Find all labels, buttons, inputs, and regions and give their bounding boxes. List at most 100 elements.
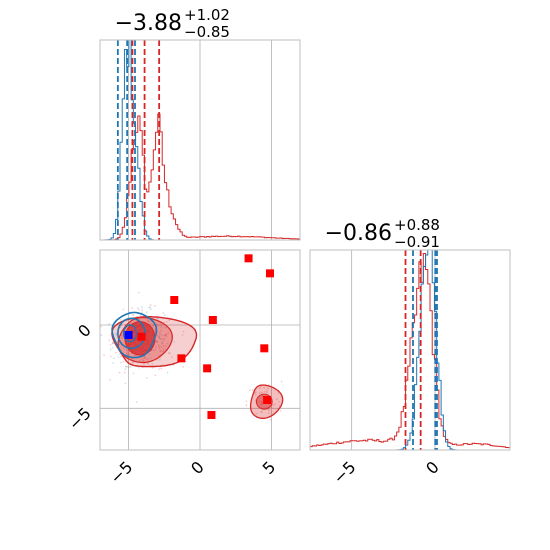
sample-dot-blue [164,326,167,329]
histogram-red-param-2 [310,253,510,450]
sample-dot-red [152,324,155,327]
sample-dot-red [169,352,171,355]
sample-dot-red [162,344,165,347]
sample-dot-red [132,314,135,316]
sample-dot-red [162,337,165,340]
axes-frame-top-left [99,39,301,241]
sample-dot-red [137,291,140,294]
sample-dot-red [137,308,140,311]
sample-dot-blue [129,365,132,368]
sample-dot-red [121,337,124,340]
sample-dot-blue [144,355,146,358]
scatter-2d-panel: −5 0 5 −5 0 [65,249,301,488]
sample-dot-blue [156,324,159,327]
sample-dot-blue [100,334,103,337]
sample-dot-red [141,309,144,311]
sample-dot-blue [144,356,147,359]
sample-dot-red [266,387,269,390]
sample-dot-red [164,334,167,337]
sample-dot-red [131,307,134,309]
sample-dot-red [147,362,150,365]
sample-dot-red [162,312,165,314]
sample-dot-blue [139,314,142,317]
sample-dot-red [158,347,161,350]
y-tick-label-bl-0: −5 [65,404,95,434]
sample-dot-red [154,374,157,377]
sample-dot-blue [146,357,149,360]
sample-dot-blue [158,358,161,361]
sample-dot-red [131,361,134,364]
sample-dot-blue [148,353,151,356]
sample-dot-red [132,361,135,364]
sample-dot-red [120,355,122,358]
sample-dot-red [155,346,157,348]
sample-dot-red [147,320,150,322]
sample-dot-red [160,329,162,332]
sample-dot-red [165,333,167,336]
sample-dot-blue [124,368,127,370]
sample-dot-red [267,409,270,412]
title-param-1: −3.88 [115,11,182,36]
sample-dot-red [155,340,158,342]
title-param-1-minus: −0.85 [184,23,230,41]
sample-dot-red [272,404,275,407]
sample-dot-blue [154,348,157,351]
sample-dot-blue [152,349,155,352]
sample-dot-red [143,356,145,359]
marker-square-red-5 [177,354,186,363]
sample-dot-red [118,371,121,374]
sample-dot-blue [119,326,122,329]
sample-dot-red [168,319,171,322]
sample-dot-blue [122,308,125,311]
sample-dot-red [165,335,168,338]
sample-dot-red [145,377,148,379]
sample-dot-red [129,322,132,325]
sample-dot-blue [126,350,129,352]
sample-dot-blue [145,311,148,314]
sample-dot-red [269,418,272,421]
sample-dot-red [165,333,168,336]
sample-dot-red [109,378,111,381]
sample-dot-red [156,341,159,343]
sample-dot-red [258,387,261,390]
x-tick-label-bl-0: −5 [106,457,136,487]
y-tick-label-bl-1: 0 [74,320,95,341]
sample-dot-red [158,346,161,348]
sample-dot-red [130,357,133,360]
sample-dot-blue [166,371,169,374]
sample-dot-blue [159,333,161,336]
sample-dot-blue [173,341,176,343]
sample-dot-blue [141,306,143,309]
sample-dot-blue [160,326,163,328]
sample-dot-red [260,385,262,388]
sample-dot-red [158,331,161,334]
sample-dot-red [266,389,268,392]
sample-dot-red [126,348,128,351]
sample-dot-red [161,350,164,353]
sample-dot-blue [160,342,163,345]
sample-dot-red [121,335,123,337]
sample-dot-blue [149,323,152,326]
sample-dot-blue [128,354,131,356]
sample-dot-blue [118,343,121,346]
sample-dot-red [156,340,159,343]
sample-dot-blue [115,332,118,335]
sample-dot-red [142,359,145,362]
sample-dot-blue [156,317,159,320]
marker-square-red-8 [207,411,216,419]
marker-square-red-2 [170,296,179,304]
sample-dot-red [255,412,258,415]
sample-dot-red [123,371,126,374]
axes-frame-bottom-right [309,249,511,451]
sample-dot-red [182,330,185,333]
sample-dot-red [111,341,114,344]
sample-dot-red [254,391,257,394]
sample-dot-red [164,345,167,348]
sample-dot-blue [158,337,161,340]
sample-dot-blue [149,306,151,309]
sample-dot-red [260,411,263,414]
sample-dot-blue [132,372,135,375]
sample-dot-red [126,365,129,368]
sample-dot-red [124,323,127,326]
x-tick-label-br-0: −5 [329,457,359,487]
